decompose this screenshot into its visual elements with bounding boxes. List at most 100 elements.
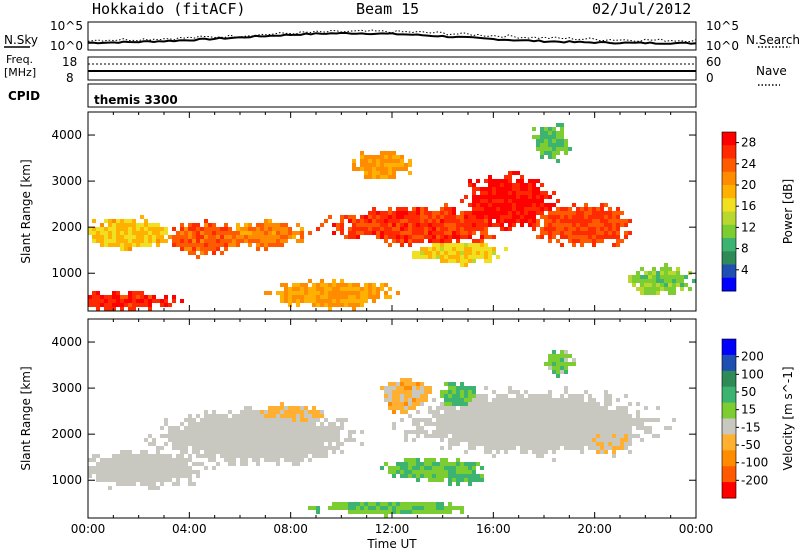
- velocity-data-cell: [556, 354, 560, 358]
- power-data-cell: [464, 235, 468, 239]
- power-data-cell: [92, 291, 96, 295]
- power-data-cell: [424, 207, 428, 211]
- power-data-cell: [352, 283, 356, 287]
- power-data-cell: [252, 227, 256, 231]
- power-data-cell: [624, 219, 628, 223]
- velocity-data-cell: [140, 458, 144, 462]
- power-data-cell: [352, 223, 356, 227]
- velocity-data-cell: [400, 394, 404, 398]
- power-data-cell: [392, 163, 396, 167]
- power-data-cell: [668, 291, 672, 295]
- power-data-cell: [292, 291, 296, 295]
- power-data-cell: [532, 179, 536, 183]
- power-data-cell: [136, 291, 140, 295]
- velocity-data-cell: [400, 390, 404, 394]
- velocity-data-cell: [580, 450, 584, 454]
- velocity-data-cell: [508, 406, 512, 410]
- velocity-data-cell: [444, 510, 448, 514]
- power-data-cell: [420, 207, 424, 211]
- power-data-cell: [96, 291, 100, 295]
- power-data-cell: [108, 243, 112, 247]
- velocity-data-cell: [636, 418, 640, 422]
- power-data-cell: [232, 235, 236, 239]
- velocity-data-cell: [592, 402, 596, 406]
- velocity-data-cell: [188, 470, 192, 474]
- power-data-cell: [540, 191, 544, 195]
- velocity-data-cell: [168, 426, 172, 430]
- velocity-data-cell: [572, 398, 576, 402]
- velocity-data-cell: [476, 398, 480, 402]
- power-data-cell: [552, 235, 556, 239]
- power-data-cell: [568, 147, 572, 151]
- velocity-data-cell: [92, 470, 96, 474]
- velocity-data-cell: [612, 430, 616, 434]
- velocity-data-cell: [448, 438, 452, 442]
- power-data-cell: [212, 223, 216, 227]
- velocity-data-cell: [212, 422, 216, 426]
- power-data-cell: [608, 215, 612, 219]
- power-data-cell: [224, 239, 228, 243]
- power-data-cell: [236, 235, 240, 239]
- velocity-data-cell: [508, 426, 512, 430]
- velocity-data-cell: [516, 414, 520, 418]
- velocity-data-cell: [528, 438, 532, 442]
- power-data-cell: [444, 223, 448, 227]
- velocity-data-cell: [368, 502, 372, 506]
- velocity-data-cell: [560, 430, 564, 434]
- velocity-data-cell: [416, 430, 420, 434]
- velocity-data-cell: [612, 422, 616, 426]
- power-data-cell: [448, 219, 452, 223]
- velocity-data-cell: [488, 406, 492, 410]
- power-data-cell: [500, 179, 504, 183]
- power-data-cell: [576, 215, 580, 219]
- velocity-data-cell: [248, 418, 252, 422]
- power-data-cell: [404, 219, 408, 223]
- velocity-data-cell: [628, 434, 632, 438]
- velocity-data-cell: [120, 466, 124, 470]
- power-data-cell: [352, 163, 356, 167]
- velocity-data-cell: [460, 430, 464, 434]
- power-data-cell: [192, 243, 196, 247]
- power-data-cell: [104, 299, 108, 303]
- power-data-cell: [104, 231, 108, 235]
- velocity-data-cell: [388, 466, 392, 470]
- power-data-cell: [248, 223, 252, 227]
- power-data-cell: [424, 227, 428, 231]
- power-data-cell: [364, 231, 368, 235]
- power-data-cell: [352, 235, 356, 239]
- velocity-data-cell: [356, 506, 360, 510]
- power-data-cell: [532, 223, 536, 227]
- power-data-cell: [572, 215, 576, 219]
- power-data-cell: [512, 187, 516, 191]
- velocity-data-cell: [592, 438, 596, 442]
- velocity-data-cell: [624, 414, 628, 418]
- velocity-data-cell: [152, 478, 156, 482]
- velocity-data-cell: [392, 466, 396, 470]
- power-data-cell: [644, 291, 648, 295]
- power-data-cell: [176, 243, 180, 247]
- velocity-data-cell: [172, 470, 176, 474]
- velocity-data-cell: [408, 390, 412, 394]
- velocity-data-cell: [416, 470, 420, 474]
- velocity-data-cell: [256, 442, 260, 446]
- power-data-cell: [448, 243, 452, 247]
- power-data-cell: [540, 195, 544, 199]
- velocity-data-cell: [128, 458, 132, 462]
- power-data-cell: [244, 235, 248, 239]
- velocity-data-cell: [308, 410, 312, 414]
- power-data-cell: [596, 231, 600, 235]
- power-data-cell: [568, 239, 572, 243]
- velocity-data-cell: [544, 426, 548, 430]
- velocity-data-cell: [168, 470, 172, 474]
- power-data-cell: [540, 155, 544, 159]
- power-data-cell: [540, 207, 544, 211]
- power-data-cell: [192, 227, 196, 231]
- velocity-data-cell: [396, 510, 400, 514]
- velocity-data-cell: [564, 350, 568, 354]
- velocity-data-cell: [452, 382, 456, 386]
- velocity-data-cell: [112, 462, 116, 466]
- power-data-cell: [212, 235, 216, 239]
- velocity-data-cell: [280, 438, 284, 442]
- velocity-data-cell: [516, 418, 520, 422]
